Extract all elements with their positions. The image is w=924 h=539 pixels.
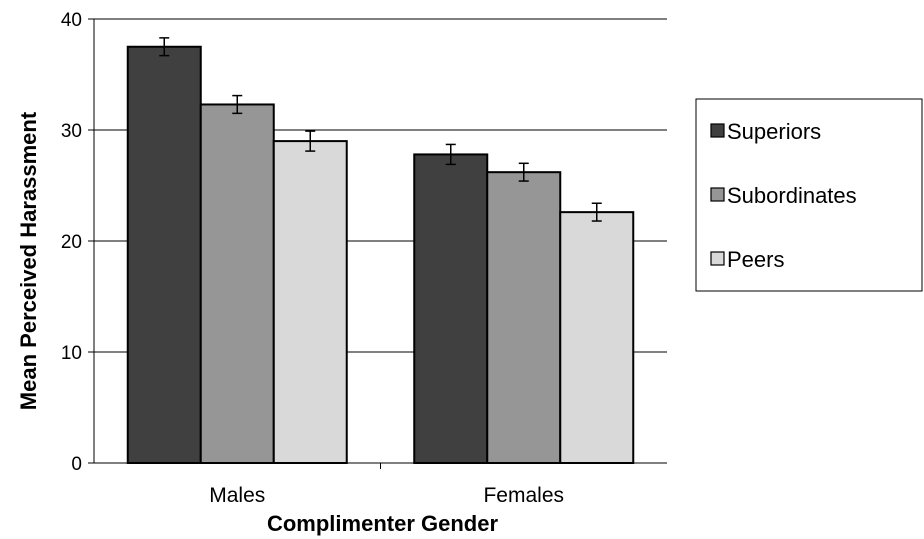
- category-label-females: Females: [483, 484, 564, 507]
- error-bar-males-subordinates: [232, 94, 243, 115]
- y-tick-label-10: 10: [61, 343, 82, 364]
- bar-females-peers: [559, 211, 635, 464]
- legend-label-peers: Peers: [727, 247, 784, 272]
- bar-males-superiors: [126, 45, 202, 464]
- error-bar-males-peers: [305, 130, 316, 152]
- legend-swatch-subordinates: [710, 187, 725, 202]
- bar-males-subordinates: [199, 103, 275, 464]
- legend-swatch-peers: [710, 251, 725, 266]
- error-bar-females-peers: [591, 202, 602, 222]
- bars: [126, 45, 635, 464]
- bar-females-subordinates: [486, 171, 562, 464]
- bar-males-peers: [272, 140, 348, 464]
- category-label-males: Males: [209, 484, 265, 507]
- y-axis-title: Mean Perceived Harassment: [16, 111, 41, 410]
- y-tick-label-20: 20: [61, 232, 82, 253]
- error-bar-males-superiors: [159, 37, 170, 57]
- bar-females-superiors: [413, 153, 489, 464]
- legend-box: [695, 98, 923, 292]
- axes: [88, 18, 667, 469]
- y-tick-labels: 0 10 20 30 40: [61, 10, 82, 475]
- y-tick-label-0: 0: [71, 454, 82, 475]
- legend-label-subordinates: Subordinates: [727, 183, 857, 208]
- error-bars: [159, 37, 602, 222]
- category-labels: Males Females: [209, 484, 564, 507]
- y-tick-label-30: 30: [61, 121, 82, 142]
- legend: Superiors Subordinates Peers: [695, 98, 923, 292]
- legend-label-superiors: Superiors: [727, 119, 821, 144]
- error-bar-females-subordinates: [518, 162, 529, 182]
- y-tick-label-40: 40: [61, 10, 82, 31]
- legend-swatch-superiors: [710, 123, 725, 138]
- error-bar-females-superiors: [445, 143, 456, 166]
- x-axis-title: Complimenter Gender: [267, 511, 498, 536]
